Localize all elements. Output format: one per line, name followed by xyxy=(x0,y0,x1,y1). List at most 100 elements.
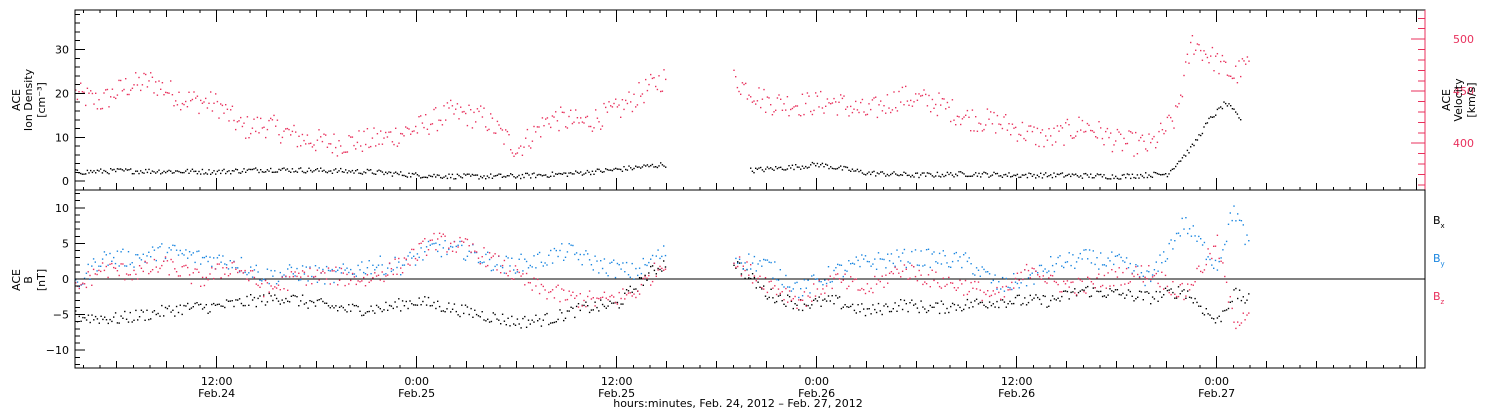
data-point xyxy=(1166,175,1169,178)
data-point xyxy=(883,258,885,261)
data-point xyxy=(829,281,831,283)
data-point xyxy=(473,111,475,114)
data-point xyxy=(520,275,522,277)
data-point xyxy=(786,96,789,98)
data-point xyxy=(1095,136,1097,138)
data-point xyxy=(151,269,154,271)
data-point xyxy=(543,125,545,127)
data-point xyxy=(100,270,102,273)
data-point xyxy=(460,106,462,108)
data-point xyxy=(266,282,269,284)
data-point xyxy=(527,281,530,284)
data-point xyxy=(796,304,798,306)
data-point xyxy=(1050,274,1052,277)
data-point xyxy=(356,141,359,144)
data-point xyxy=(981,173,984,175)
data-point xyxy=(764,259,767,261)
data-point xyxy=(479,261,481,263)
data-point xyxy=(973,173,975,176)
data-point xyxy=(522,270,524,272)
data-point xyxy=(1078,176,1080,178)
data-point xyxy=(164,257,167,260)
data-point xyxy=(601,296,604,298)
data-point xyxy=(650,265,652,268)
data-point xyxy=(579,293,581,295)
data-point xyxy=(511,315,513,318)
data-point xyxy=(200,285,202,287)
data-point xyxy=(166,92,169,94)
data-point xyxy=(296,171,299,173)
data-point xyxy=(861,98,864,101)
data-point xyxy=(366,168,369,171)
data-point xyxy=(315,149,317,152)
data-point xyxy=(86,87,89,89)
data-point xyxy=(157,271,159,273)
data-point xyxy=(863,289,865,291)
data-point xyxy=(1016,140,1019,142)
data-point xyxy=(1181,217,1183,220)
data-point xyxy=(931,306,933,308)
data-point xyxy=(618,168,620,170)
data-point xyxy=(918,269,920,272)
data-point xyxy=(591,130,594,132)
data-point xyxy=(403,305,406,307)
data-point xyxy=(1240,220,1243,222)
data-point xyxy=(744,277,746,280)
data-point xyxy=(181,172,184,174)
data-point xyxy=(816,95,819,97)
data-point xyxy=(276,119,279,121)
data-point xyxy=(381,271,383,273)
data-point xyxy=(273,114,275,117)
data-point xyxy=(108,173,110,175)
data-point xyxy=(842,306,844,308)
data-point xyxy=(478,178,480,180)
data-point xyxy=(388,171,390,173)
data-point xyxy=(381,171,384,173)
data-point xyxy=(614,301,617,304)
data-point xyxy=(363,271,365,274)
data-point xyxy=(910,176,912,178)
data-point xyxy=(258,132,260,134)
data-point xyxy=(1206,122,1209,124)
data-point xyxy=(1246,314,1248,316)
data-point xyxy=(870,313,872,315)
data-point xyxy=(980,176,982,178)
data-point xyxy=(211,172,214,174)
data-point xyxy=(388,304,391,307)
data-point xyxy=(544,262,546,264)
data-point xyxy=(886,94,889,96)
data-point xyxy=(438,244,441,246)
data-point xyxy=(1133,275,1135,278)
data-point xyxy=(350,136,352,138)
data-point xyxy=(536,126,539,128)
data-point xyxy=(137,254,139,256)
data-point xyxy=(541,117,544,119)
data-point xyxy=(493,175,495,177)
data-point xyxy=(888,272,891,274)
data-point xyxy=(553,247,556,250)
data-point xyxy=(430,123,432,126)
data-point xyxy=(1124,261,1126,263)
data-point xyxy=(746,261,748,263)
data-point xyxy=(1026,130,1029,133)
data-point xyxy=(779,269,781,271)
data-point xyxy=(485,320,487,322)
data-point xyxy=(100,315,102,317)
data-point xyxy=(585,172,587,174)
data-point xyxy=(1048,128,1050,130)
data-point xyxy=(248,272,250,274)
data-point xyxy=(955,173,957,175)
data-point xyxy=(194,268,196,270)
data-point xyxy=(640,272,643,275)
data-point xyxy=(529,323,531,325)
data-point xyxy=(990,294,993,297)
data-point xyxy=(300,167,302,169)
data-point xyxy=(473,174,475,176)
data-point xyxy=(98,322,100,324)
data-point xyxy=(441,124,444,126)
data-point xyxy=(616,168,619,170)
data-point xyxy=(496,269,498,271)
data-point xyxy=(259,279,261,281)
data-point xyxy=(114,262,117,265)
data-point xyxy=(133,319,135,321)
